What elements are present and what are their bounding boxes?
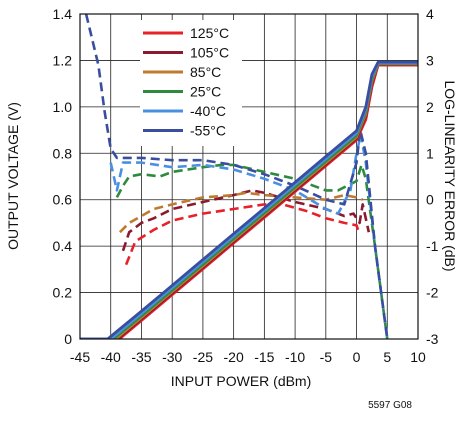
y2-tick-label: -3 [426, 331, 439, 347]
x-tick-label: -40 [101, 349, 121, 365]
y2-tick-label: -2 [426, 285, 439, 301]
legend-label: 125°C [190, 25, 229, 41]
y-tick-label: 1.0 [53, 99, 73, 115]
error-line-25c [115, 163, 389, 339]
x-tick-label: -30 [162, 349, 182, 365]
tick-labels: -45 -40 -35 -30 -25 -20 -15 -10 -5 0 5 1000.20.40.6… [53, 6, 439, 365]
x-axis-title: INPUT POWER (dBm) [171, 373, 312, 389]
y2-tick-label: 2 [426, 99, 434, 115]
y2-tick-label: 4 [426, 6, 434, 22]
figure-code: 5597 G08 [368, 400, 412, 411]
legend-label: -40°C [190, 103, 226, 119]
x-tick-label: -45 [70, 349, 90, 365]
y-tick-label: 0 [64, 331, 72, 347]
y-tick-label: 0.2 [53, 285, 73, 301]
error-line-105c [121, 189, 371, 252]
legend-label: 105°C [190, 45, 229, 61]
y-axis-title: OUTPUT VOLTAGE (V) [5, 102, 21, 250]
y-tick-label: 1.4 [53, 6, 73, 22]
y-tick-label: 0.8 [53, 145, 73, 161]
x-tick-label: -25 [193, 349, 213, 365]
x-tick-label: -35 [131, 349, 151, 365]
y2-axis-title: LOG-LINEARITY ERROR (dB) [442, 80, 458, 271]
y-tick-label: 1.2 [53, 52, 73, 68]
legend-background [140, 20, 242, 146]
y-tick-label: 0.6 [53, 192, 73, 208]
plot-frame [79, 13, 419, 340]
error-line-85c [118, 191, 364, 234]
y2-tick-label: 3 [426, 52, 434, 68]
y2-tick-label: -1 [426, 238, 439, 254]
y-tick-label: 0.4 [53, 238, 73, 254]
x-tick-label: -15 [254, 349, 274, 365]
output-voltage-line-minus-55c [80, 60, 418, 339]
legend-label: 85°C [190, 64, 221, 80]
y2-tick-label: 1 [426, 145, 434, 161]
legend: 125°C 105°C 85°C 25°C -40°C -55°C [140, 20, 242, 146]
error-line-125c [124, 203, 361, 266]
y2-tick-label: 0 [426, 192, 434, 208]
legend-label: 25°C [190, 84, 221, 100]
x-tick-label: -20 [224, 349, 244, 365]
x-tick-label: 5 [383, 349, 391, 365]
error-line-minus-55c [84, 14, 389, 339]
x-tick-label: 0 [353, 349, 361, 365]
x-tick-label: 10 [410, 349, 426, 365]
error-series-group [84, 14, 389, 339]
x-tick-label: -5 [320, 349, 333, 365]
x-tick-label: -10 [285, 349, 305, 365]
output-voltage-series-group [80, 60, 418, 339]
legend-label: -55°C [190, 123, 226, 139]
